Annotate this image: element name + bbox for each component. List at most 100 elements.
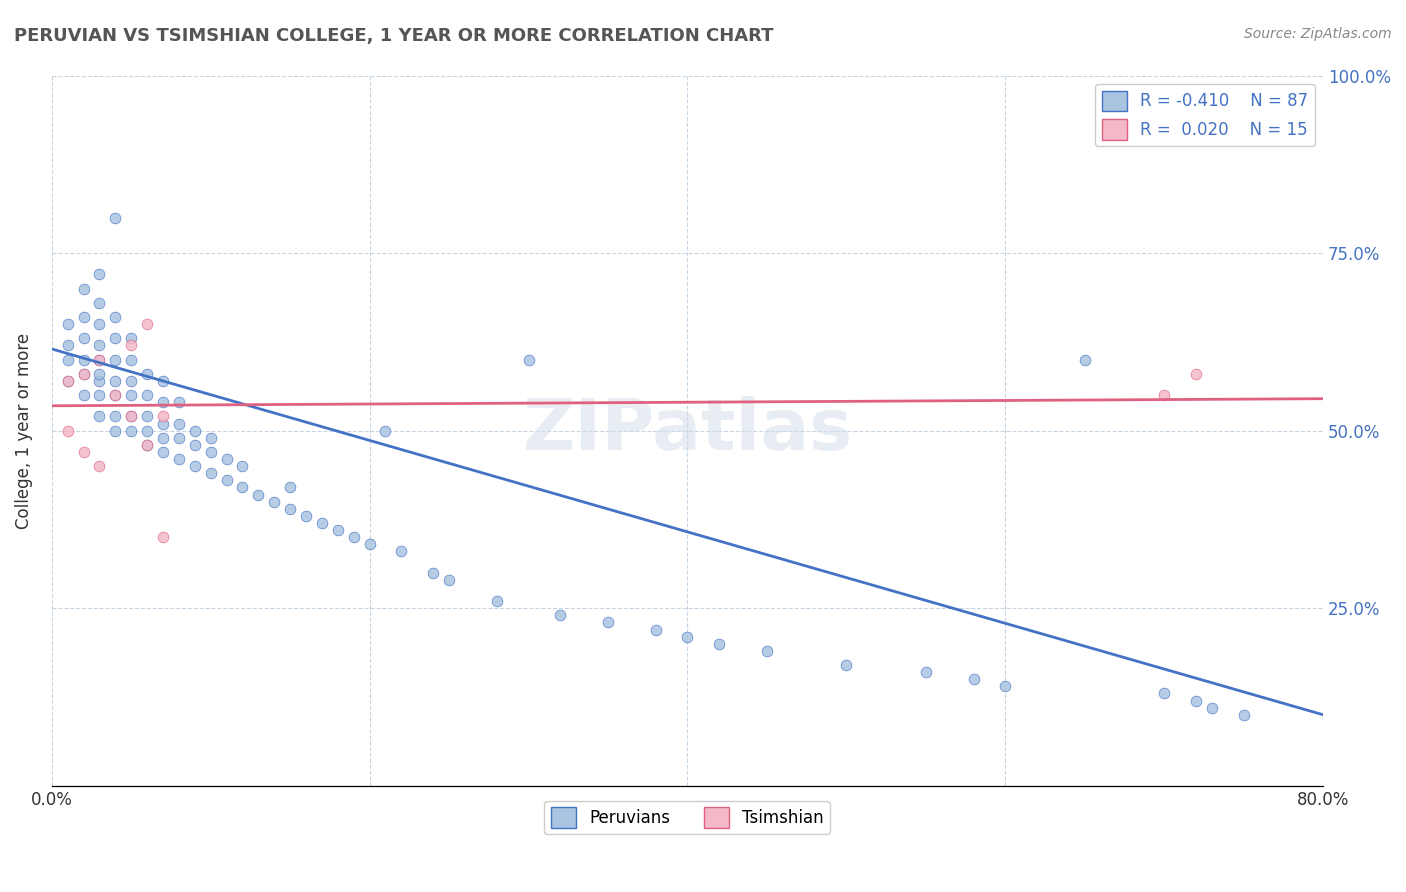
- Point: [104, 211, 127, 225]
- Point: [104, 310, 127, 324]
- Point: [72, 352, 94, 367]
- Point: [422, 566, 444, 580]
- Point: [389, 544, 412, 558]
- Point: [152, 431, 174, 445]
- Text: ZIPatlas: ZIPatlas: [523, 396, 852, 465]
- Point: [231, 459, 253, 474]
- Point: [184, 459, 207, 474]
- Point: [200, 445, 222, 459]
- Point: [72, 310, 94, 324]
- Point: [278, 480, 301, 494]
- Point: [184, 438, 207, 452]
- Point: [120, 409, 142, 424]
- Point: [104, 374, 127, 388]
- Point: [152, 395, 174, 409]
- Point: [247, 487, 270, 501]
- Point: [835, 658, 858, 673]
- Point: [136, 438, 159, 452]
- Point: [962, 672, 984, 686]
- Point: [89, 295, 111, 310]
- Point: [152, 417, 174, 431]
- Text: PERUVIAN VS TSIMSHIAN COLLEGE, 1 YEAR OR MORE CORRELATION CHART: PERUVIAN VS TSIMSHIAN COLLEGE, 1 YEAR OR…: [14, 27, 773, 45]
- Point: [56, 374, 79, 388]
- Point: [120, 409, 142, 424]
- Point: [72, 367, 94, 381]
- Point: [359, 537, 381, 551]
- Point: [167, 431, 190, 445]
- Point: [104, 331, 127, 345]
- Point: [120, 331, 142, 345]
- Point: [104, 409, 127, 424]
- Point: [152, 445, 174, 459]
- Point: [89, 338, 111, 352]
- Point: [120, 424, 142, 438]
- Point: [136, 388, 159, 402]
- Point: [200, 467, 222, 481]
- Point: [120, 338, 142, 352]
- Point: [914, 665, 936, 680]
- Point: [89, 317, 111, 331]
- Point: [152, 530, 174, 544]
- Text: Source: ZipAtlas.com: Source: ZipAtlas.com: [1244, 27, 1392, 41]
- Point: [295, 508, 318, 523]
- Point: [72, 367, 94, 381]
- Point: [152, 409, 174, 424]
- Point: [263, 494, 285, 508]
- Point: [104, 352, 127, 367]
- Point: [1185, 693, 1208, 707]
- Point: [56, 374, 79, 388]
- Point: [104, 424, 127, 438]
- Point: [709, 637, 731, 651]
- Point: [326, 523, 349, 537]
- Point: [120, 374, 142, 388]
- Point: [167, 417, 190, 431]
- Point: [89, 352, 111, 367]
- Point: [89, 388, 111, 402]
- Point: [56, 352, 79, 367]
- Point: [1074, 352, 1097, 367]
- Point: [437, 573, 460, 587]
- Point: [517, 352, 540, 367]
- Point: [152, 374, 174, 388]
- Point: [184, 424, 207, 438]
- Point: [596, 615, 619, 630]
- Point: [56, 424, 79, 438]
- Point: [72, 388, 94, 402]
- Legend: Peruvians, Tsimshian: Peruvians, Tsimshian: [544, 801, 831, 834]
- Point: [89, 352, 111, 367]
- Point: [231, 480, 253, 494]
- Point: [200, 431, 222, 445]
- Point: [72, 331, 94, 345]
- Point: [1153, 686, 1175, 700]
- Point: [644, 623, 666, 637]
- Point: [89, 409, 111, 424]
- Point: [72, 445, 94, 459]
- Point: [994, 679, 1017, 693]
- Point: [72, 282, 94, 296]
- Point: [136, 367, 159, 381]
- Point: [485, 594, 508, 608]
- Point: [676, 630, 699, 644]
- Point: [1201, 700, 1223, 714]
- Point: [136, 409, 159, 424]
- Point: [343, 530, 366, 544]
- Point: [89, 374, 111, 388]
- Point: [136, 317, 159, 331]
- Point: [1153, 388, 1175, 402]
- Point: [56, 317, 79, 331]
- Point: [278, 501, 301, 516]
- Point: [56, 338, 79, 352]
- Point: [374, 424, 396, 438]
- Point: [167, 452, 190, 467]
- Point: [104, 388, 127, 402]
- Point: [215, 474, 238, 488]
- Point: [120, 388, 142, 402]
- Point: [136, 424, 159, 438]
- Point: [89, 268, 111, 282]
- Point: [311, 516, 333, 530]
- Point: [550, 608, 572, 623]
- Point: [167, 395, 190, 409]
- Point: [1185, 367, 1208, 381]
- Point: [1233, 707, 1256, 722]
- Point: [120, 352, 142, 367]
